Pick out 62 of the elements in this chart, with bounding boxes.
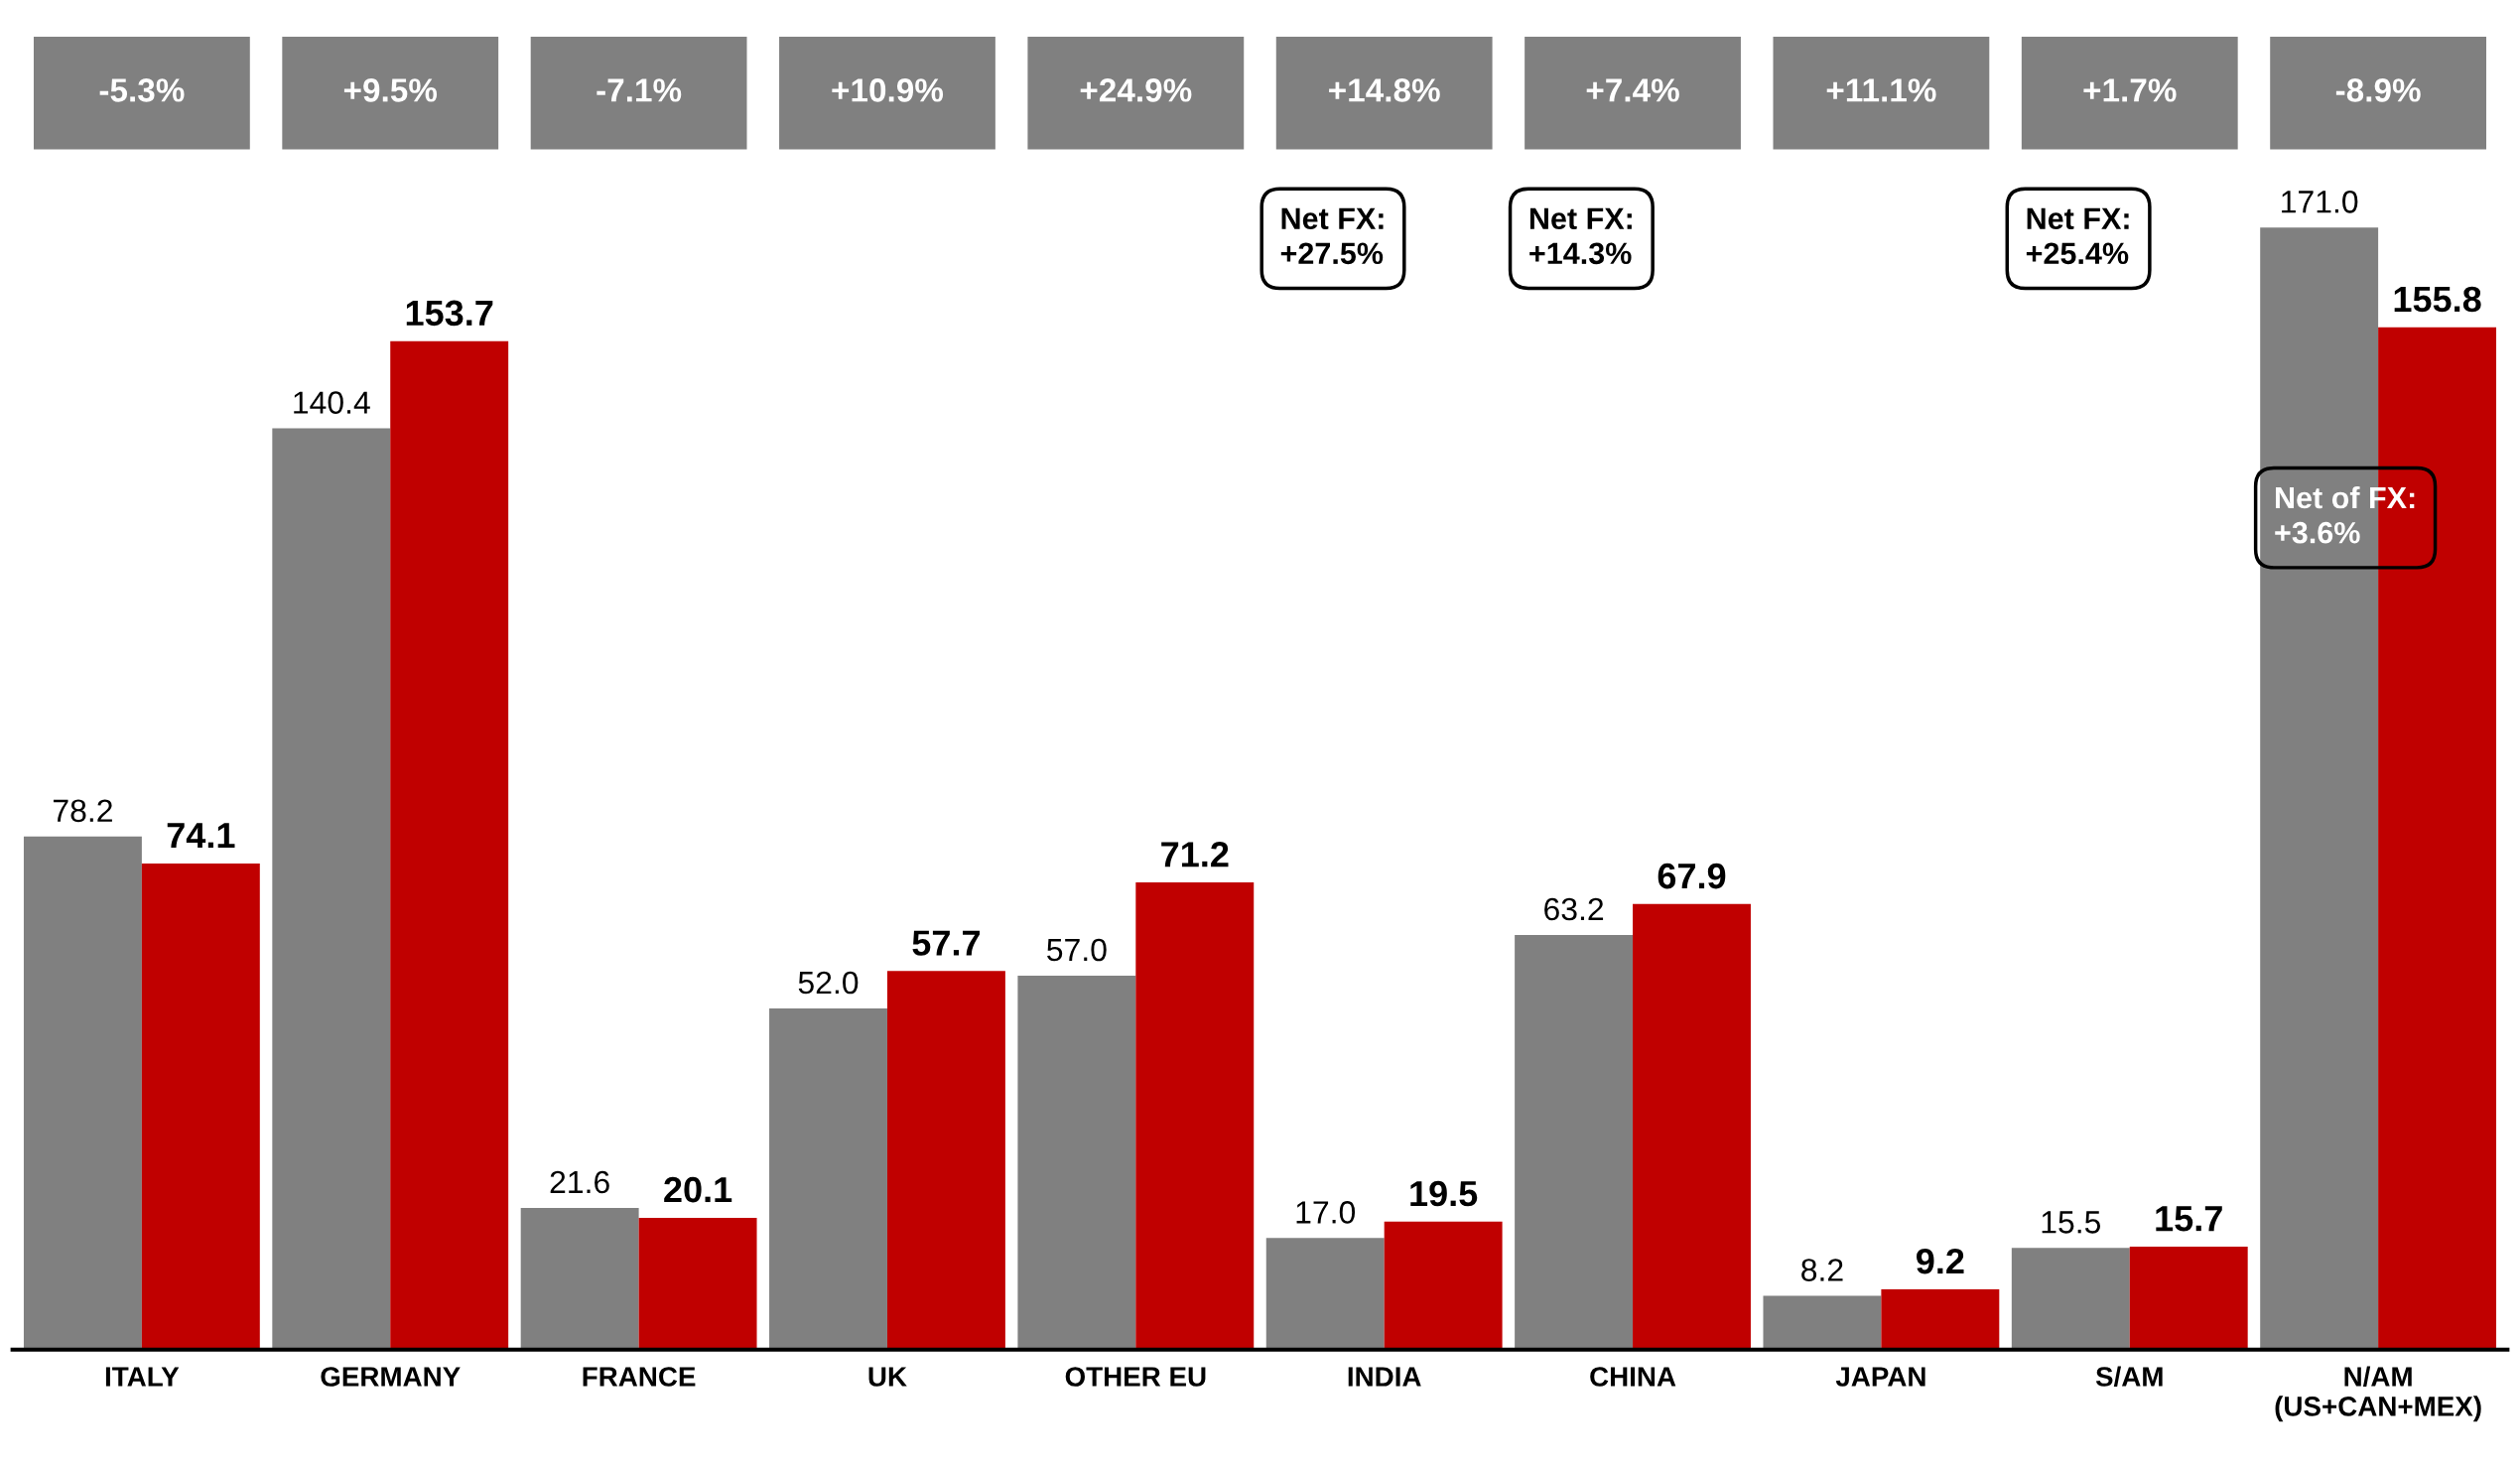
x-tick-label: UK bbox=[868, 1367, 907, 1387]
data-label: 52.0 bbox=[798, 971, 859, 995]
bar bbox=[769, 1007, 887, 1350]
data-label: 21.6 bbox=[550, 1170, 609, 1194]
text: +10.9% bbox=[832, 78, 944, 102]
data-label: 67.9 bbox=[1658, 863, 1726, 889]
annotation: Net FX: +14.3% bbox=[1529, 207, 1632, 265]
data-label: 17.0 bbox=[1296, 1201, 1356, 1224]
bar bbox=[1763, 1295, 1882, 1350]
data-label: 71.2 bbox=[1161, 842, 1229, 867]
data-label: 140.4 bbox=[294, 391, 370, 414]
data-label: 63.2 bbox=[1544, 897, 1604, 921]
x-tick-label: N/AM (US+CAN+MEX) bbox=[2275, 1366, 2481, 1422]
bar bbox=[1265, 1238, 1385, 1350]
data-label: 20.1 bbox=[664, 1176, 732, 1203]
bar bbox=[1384, 1221, 1503, 1350]
text: +7.4% bbox=[1586, 78, 1679, 102]
x-tick-label: CHINA bbox=[1590, 1367, 1676, 1387]
x-tick-label: S/AM bbox=[2095, 1366, 2163, 1388]
data-label: 9.2 bbox=[1917, 1248, 1964, 1274]
data-label: 74.1 bbox=[167, 823, 235, 849]
annotation: Net FX: +27.5% bbox=[1280, 207, 1384, 265]
bar bbox=[390, 340, 509, 1350]
data-label: 155.8 bbox=[2394, 286, 2481, 313]
data-label: 57.0 bbox=[1047, 938, 1107, 962]
data-label: 15.7 bbox=[2156, 1206, 2222, 1232]
bar bbox=[141, 863, 260, 1350]
bar bbox=[1515, 934, 1634, 1350]
bar bbox=[23, 836, 142, 1350]
data-label: 153.7 bbox=[406, 300, 493, 327]
bar bbox=[1135, 882, 1255, 1350]
bar bbox=[886, 971, 1005, 1350]
bar bbox=[272, 428, 391, 1350]
text: -5.3% bbox=[99, 78, 185, 102]
text: +9.5% bbox=[343, 78, 438, 102]
data-label: 15.5 bbox=[2042, 1211, 2101, 1234]
text: +11.1% bbox=[1826, 78, 1936, 102]
annotation: Net FX: +25.4% bbox=[2026, 207, 2129, 265]
data-label: 19.5 bbox=[1410, 1180, 1478, 1207]
bar bbox=[520, 1207, 639, 1350]
x-tick-label: GERMANY bbox=[321, 1367, 461, 1387]
text: +24.9% bbox=[1080, 78, 1192, 102]
bar bbox=[1633, 903, 1751, 1350]
data-label: 57.7 bbox=[912, 930, 980, 956]
x-tick-label: ITALY bbox=[105, 1367, 180, 1387]
text: -8.9% bbox=[2335, 78, 2421, 102]
x-tick-label: OTHER EU bbox=[1065, 1367, 1206, 1387]
data-label: 171.0 bbox=[2282, 191, 2358, 213]
text: +1.7% bbox=[2083, 78, 2177, 102]
data-label: 8.2 bbox=[1801, 1259, 1843, 1281]
bar bbox=[638, 1217, 757, 1350]
x-tick-label: FRANCE bbox=[583, 1367, 696, 1387]
x-tick-label: INDIA bbox=[1348, 1367, 1421, 1387]
x-tick-label: JAPAN bbox=[1835, 1367, 1925, 1387]
bar bbox=[2129, 1246, 2248, 1350]
text: +14.8% bbox=[1329, 78, 1440, 102]
annotation: Net of FX: +3.6% bbox=[2275, 485, 2415, 544]
text: -7.1% bbox=[597, 78, 682, 102]
bar bbox=[2011, 1248, 2130, 1350]
data-label: 78.2 bbox=[53, 799, 112, 823]
bar bbox=[1017, 975, 1136, 1350]
bar bbox=[1881, 1288, 2000, 1350]
